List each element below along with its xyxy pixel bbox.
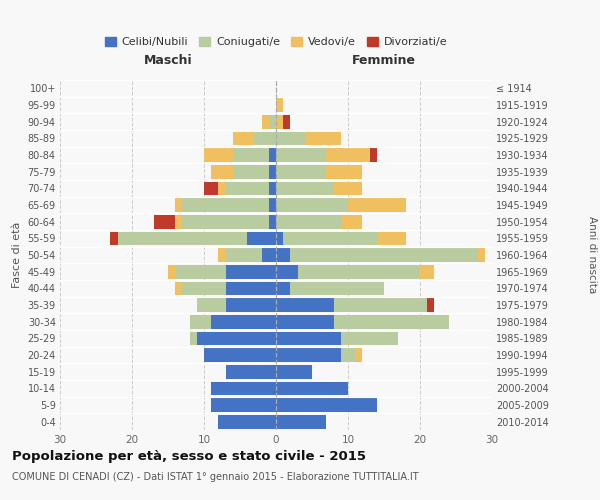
Bar [110,232,118,245]
Bar [204,182,218,195]
Bar [218,415,276,428]
Bar [226,248,262,262]
Bar [276,165,326,178]
Bar [290,282,384,295]
Bar [269,148,276,162]
Bar [175,282,182,295]
Bar [175,265,226,278]
Bar [276,132,305,145]
Bar [247,232,276,245]
Bar [334,315,449,328]
Bar [276,415,326,428]
Bar [262,248,276,262]
Bar [269,198,276,212]
Bar [276,298,334,312]
Bar [226,282,276,295]
Bar [283,232,377,245]
Bar [334,182,362,195]
Bar [269,115,276,128]
Bar [420,265,434,278]
Bar [276,148,326,162]
Text: Anni di nascita: Anni di nascita [587,216,597,294]
Bar [290,248,478,262]
Bar [118,232,247,245]
Bar [197,298,226,312]
Bar [276,332,341,345]
Bar [204,348,276,362]
Bar [226,182,269,195]
Bar [182,215,269,228]
Bar [276,198,348,212]
Bar [334,298,427,312]
Bar [269,182,276,195]
Legend: Celibi/Nubili, Coniugati/e, Vedovi/e, Divorziati/e: Celibi/Nubili, Coniugati/e, Vedovi/e, Di… [105,36,447,47]
Bar [226,365,276,378]
Bar [276,265,298,278]
Bar [370,148,377,162]
Bar [377,232,406,245]
Bar [190,315,211,328]
Bar [211,382,276,395]
Bar [276,232,283,245]
Bar [218,182,226,195]
Bar [269,165,276,178]
Bar [276,282,290,295]
Bar [197,332,276,345]
Bar [326,148,370,162]
Bar [283,115,290,128]
Bar [276,215,341,228]
Bar [262,115,269,128]
Bar [355,348,362,362]
Bar [276,365,312,378]
Bar [175,198,182,212]
Bar [305,132,341,145]
Bar [276,182,334,195]
Bar [276,248,290,262]
Bar [226,298,276,312]
Bar [190,332,197,345]
Bar [182,282,226,295]
Bar [168,265,175,278]
Text: Femmine: Femmine [352,54,416,68]
Bar [182,198,269,212]
Bar [298,265,420,278]
Bar [211,165,233,178]
Bar [204,148,233,162]
Bar [254,132,276,145]
Bar [218,248,226,262]
Bar [427,298,434,312]
Bar [233,132,254,145]
Bar [341,348,355,362]
Text: Maschi: Maschi [143,54,193,68]
Bar [269,215,276,228]
Bar [233,165,269,178]
Text: Popolazione per età, sesso e stato civile - 2015: Popolazione per età, sesso e stato civil… [12,450,366,463]
Y-axis label: Fasce di età: Fasce di età [12,222,22,288]
Bar [233,148,269,162]
Bar [341,215,362,228]
Bar [175,215,182,228]
Bar [276,115,283,128]
Bar [276,382,348,395]
Bar [154,215,175,228]
Bar [341,332,398,345]
Bar [276,315,334,328]
Bar [276,398,377,412]
Bar [276,98,283,112]
Text: COMUNE DI CENADI (CZ) - Dati ISTAT 1° gennaio 2015 - Elaborazione TUTTITALIA.IT: COMUNE DI CENADI (CZ) - Dati ISTAT 1° ge… [12,472,419,482]
Bar [276,348,341,362]
Bar [211,315,276,328]
Bar [478,248,485,262]
Bar [326,165,362,178]
Bar [226,265,276,278]
Bar [348,198,406,212]
Bar [211,398,276,412]
